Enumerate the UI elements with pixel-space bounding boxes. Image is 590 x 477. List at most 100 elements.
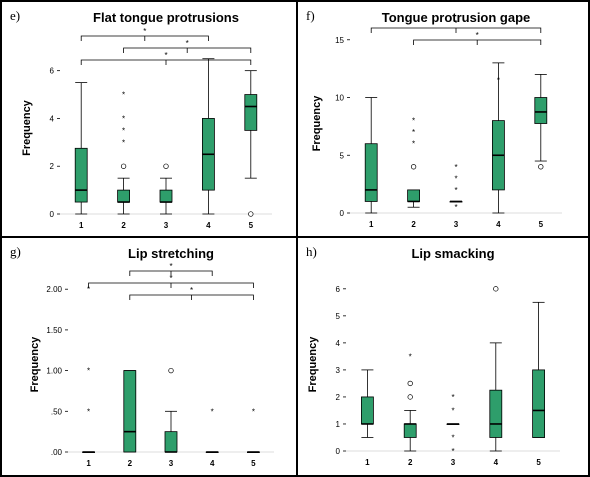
significance-label: *: [190, 286, 193, 295]
panel-letter: h): [306, 244, 317, 259]
y-tick-label: 1.00: [46, 367, 62, 376]
significance-label: *: [186, 39, 189, 48]
extreme-point: *: [451, 393, 454, 402]
y-tick-label: 1: [336, 420, 341, 429]
y-axis-label: Frequency: [311, 95, 323, 152]
box-iqr: [159, 189, 173, 203]
x-tick-label: 5: [536, 458, 541, 467]
y-axis-label: Frequency: [29, 336, 41, 393]
box-iqr: [117, 189, 130, 203]
y-axis-label: Frequency: [21, 99, 33, 156]
chart-title: Flat tongue protrusions: [93, 10, 239, 25]
x-tick-label: 1: [86, 459, 91, 468]
box-iqr: [74, 147, 88, 203]
outlier-point: [168, 367, 174, 374]
extreme-point: *: [497, 76, 500, 85]
significance-label: *: [454, 19, 457, 28]
extreme-point: *: [252, 407, 255, 416]
x-tick-label: 5: [251, 459, 256, 468]
y-tick-label: 0: [336, 447, 341, 456]
x-tick-label: 4: [494, 458, 499, 467]
box-iqr: [407, 189, 420, 202]
y-tick-label: 6: [336, 285, 341, 294]
extreme-point: *: [87, 367, 90, 376]
outlier-point: [538, 164, 544, 170]
significance-label: *: [169, 262, 172, 271]
x-tick-label: 2: [121, 221, 126, 230]
extreme-point: *: [87, 407, 90, 416]
y-tick-label: .50: [51, 407, 63, 416]
y-tick-label: 10: [335, 94, 344, 103]
y-tick-label: 15: [335, 36, 344, 45]
significance-label: *: [143, 27, 146, 36]
x-tick-label: 3: [451, 458, 456, 467]
extreme-point: *: [454, 174, 457, 183]
y-tick-label: 1.50: [46, 326, 62, 335]
y-tick-label: 4: [50, 114, 55, 123]
y-tick-label: 4: [336, 339, 341, 348]
y-tick-label: 6: [50, 67, 55, 76]
extreme-point: *: [122, 91, 125, 100]
extreme-point: *: [451, 433, 454, 442]
chart-title: Lip smacking: [411, 246, 494, 261]
box-iqr: [164, 431, 178, 453]
x-tick-label: 4: [210, 459, 215, 468]
extreme-point: *: [451, 447, 454, 456]
box-iqr: [532, 369, 546, 438]
x-tick-label: 2: [411, 220, 416, 229]
extreme-point: *: [87, 285, 90, 294]
box-iqr: [123, 370, 137, 453]
panel-h: h) Lip smacking Frequency 0 1 2 3 4 5 6 1 2 3 4 5 * * * * *: [298, 238, 588, 475]
extreme-point: *: [454, 163, 457, 172]
y-tick-label: 0: [50, 210, 55, 219]
x-tick-label: 2: [128, 459, 133, 468]
extreme-point: *: [454, 186, 457, 195]
panel-g: g) Lip stretching Frequency .00 .50 1.00 1.50 2…: [2, 238, 296, 475]
significance-label: *: [169, 274, 172, 283]
x-tick-label: 3: [454, 220, 459, 229]
outlier-point: [248, 211, 254, 217]
box-iqr: [361, 396, 374, 425]
extreme-point: *: [412, 128, 415, 137]
y-tick-label: 5: [340, 151, 345, 160]
panel-letter: e): [10, 8, 20, 23]
panel-f: f) Tongue protrusion gape Frequency 0 5 10 15 1…: [298, 2, 588, 236]
significance-label: *: [164, 51, 167, 60]
outlier-point: [407, 394, 413, 400]
outlier-point: [493, 286, 499, 292]
extreme-point: *: [412, 140, 415, 149]
boxplot-tongue-protrusion-gape: f) Tongue protrusion gapeFrequency0510151…: [306, 8, 562, 229]
x-tick-label: 3: [169, 459, 174, 468]
extreme-point: *: [454, 203, 457, 212]
y-tick-label: 5: [336, 312, 341, 321]
y-tick-label: 2: [50, 162, 55, 171]
y-tick-label: 0: [340, 209, 345, 218]
box-iqr: [403, 423, 417, 438]
chart-title: Tongue protrusion gape: [382, 10, 531, 25]
y-axis-label: Frequency: [307, 336, 319, 393]
x-tick-label: 4: [496, 220, 501, 229]
panel-letter: f): [306, 8, 315, 23]
y-tick-label: .00: [51, 448, 63, 457]
x-tick-label: 4: [206, 221, 211, 230]
outlier-point: [407, 380, 413, 387]
x-tick-label: 1: [365, 458, 370, 467]
x-tick-label: 1: [369, 220, 374, 229]
box-iqr: [534, 97, 548, 124]
panel-e: e) Flat tongue protrusions Frequency 0 2 4 6 1 2…: [2, 2, 296, 236]
panel-letter: g): [10, 244, 21, 259]
x-tick-label: 3: [164, 221, 169, 230]
x-tick-label: 1: [79, 221, 84, 230]
box-iqr: [489, 389, 503, 438]
y-tick-label: 2: [336, 393, 341, 402]
extreme-point: *: [451, 406, 454, 415]
y-tick-label: 2.00: [46, 285, 62, 294]
extreme-point: *: [211, 407, 214, 416]
x-tick-label: 2: [408, 458, 413, 467]
box-iqr: [244, 94, 258, 131]
x-tick-label: 5: [539, 220, 544, 229]
boxplot-lip-smacking: h) Lip smacking Frequency 0 1 2 3 4 5 6 1 2 3 4 5 * * * * *: [306, 244, 560, 467]
panel-divider-vertical: [296, 0, 298, 477]
panel-divider-horizontal: [0, 236, 590, 238]
